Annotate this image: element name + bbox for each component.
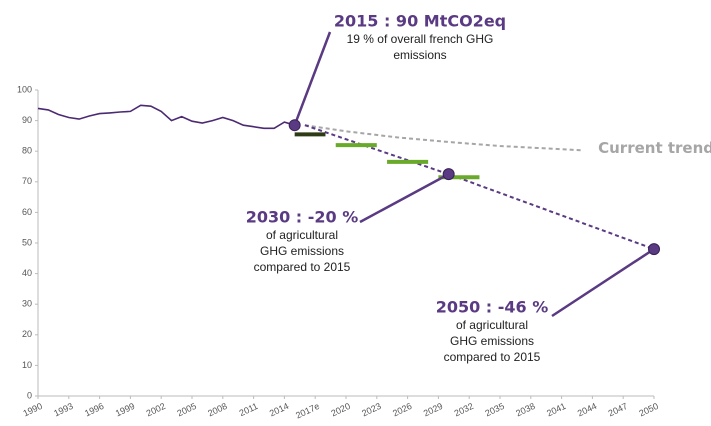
marker	[648, 243, 660, 256]
annotation-text: GHG emissions	[450, 334, 534, 348]
x-tick-label: 2011	[238, 401, 260, 418]
annotation-text: of agricultural	[266, 228, 338, 242]
x-tick-label: 2032	[453, 401, 475, 419]
annotation-title: 2030 : -20 %	[246, 208, 359, 227]
series-line	[304, 124, 655, 251]
y-tick-label: 50	[22, 237, 32, 247]
x-tick-label: 2005	[175, 401, 197, 419]
x-tick-label: 2014	[268, 401, 290, 419]
x-tick-label: 2002	[145, 401, 167, 419]
x-tick-label: 1996	[83, 401, 105, 419]
series-line	[304, 124, 583, 152]
series-line	[37, 104, 295, 130]
y-tick-label: 30	[22, 299, 32, 309]
y-tick-label: 40	[22, 268, 32, 278]
y-tick-label: 10	[22, 360, 32, 370]
marker	[288, 119, 301, 132]
x-tick-label: 2044	[576, 401, 598, 419]
x-tick-label: 2023	[360, 401, 382, 419]
leader-line	[293, 31, 332, 126]
leader-line	[359, 173, 450, 224]
annotation-text: emissions	[393, 48, 446, 62]
annotation-text: compared to 2015	[254, 260, 351, 274]
x-tick-label: 2050	[637, 401, 659, 419]
y-tick-label: 70	[22, 176, 32, 186]
x-tick-label: 2020	[329, 401, 351, 419]
marker	[442, 168, 455, 181]
annotation-text: 19 % of overall french GHG	[347, 32, 494, 46]
series-label: Current trend	[598, 139, 711, 157]
annotation-text: of agricultural	[456, 318, 528, 332]
y-tick-label: 0	[27, 390, 32, 400]
x-tick-label: 2047	[607, 401, 629, 419]
x-tick-label: 2029	[422, 401, 444, 419]
x-tick-label: 2008	[206, 401, 228, 419]
annotation-title: 2015 : 90 MtCO2eq	[334, 12, 506, 31]
y-tick-label: 60	[22, 207, 32, 217]
x-tick-label: 1999	[114, 401, 136, 419]
annotation-title: 2050 : -46 %	[436, 298, 549, 317]
x-tick-label: 2038	[514, 401, 536, 419]
x-tick-label: 2017e	[294, 401, 321, 421]
y-tick-label: 90	[22, 115, 32, 125]
leader-line	[551, 248, 655, 318]
y-tick-label: 100	[17, 84, 32, 94]
y-tick-label: 80	[22, 146, 32, 156]
x-tick-label: 1993	[52, 401, 74, 419]
x-tick-label: 2026	[391, 401, 413, 419]
annotation-text: GHG emissions	[260, 244, 344, 258]
x-tick-label: 1990	[21, 401, 43, 419]
y-tick-label: 20	[22, 329, 32, 339]
x-tick-label: 2041	[545, 401, 567, 419]
annotation-text: compared to 2015	[444, 350, 541, 364]
x-tick-label: 2035	[483, 401, 505, 419]
